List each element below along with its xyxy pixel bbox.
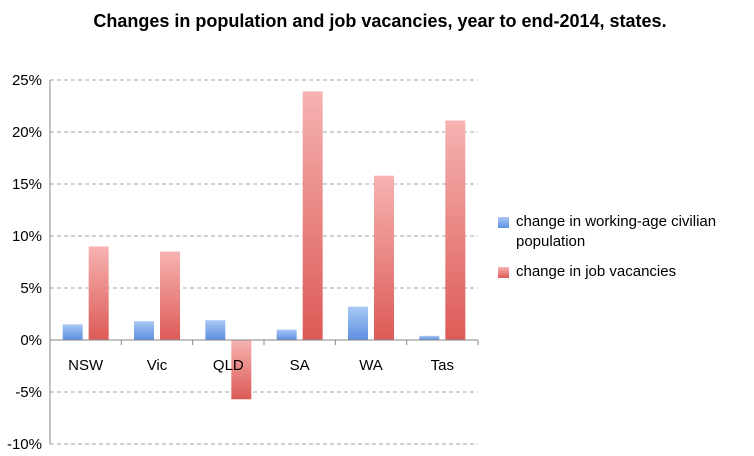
legend-item-population: change in working-age civilian populatio… <box>498 212 754 252</box>
x-tick-label: SA <box>290 357 310 374</box>
bar-vacancies-wa <box>374 175 394 340</box>
bar-population-nsw <box>62 324 83 340</box>
bar-vacancies-vic <box>160 251 180 340</box>
legend-swatch-population <box>498 217 509 228</box>
legend-item-vacancies: change in job vacancies <box>498 262 754 282</box>
bar-population-vic <box>134 321 154 340</box>
y-tick-label: 5% <box>20 280 42 297</box>
legend-label-population: change in working-age civilian populatio… <box>516 213 717 250</box>
tick-labels: -10% -5% 0% 5% 10% 15% 20% 25% NSW Vic QLD SA WA Tas <box>7 72 479 453</box>
x-tick-label: QLD <box>213 357 244 374</box>
y-tick-label: 25% <box>12 72 42 89</box>
y-tick-label: 15% <box>12 176 42 193</box>
bar-vacancies-sa <box>302 91 323 340</box>
legend-swatch-vacancies <box>498 267 509 278</box>
bar-vacancies-nsw <box>88 246 109 340</box>
x-tick-label: WA <box>359 357 383 374</box>
bar-population-qld <box>205 320 226 340</box>
legend-label-vacancies: change in job vacancies <box>516 263 677 280</box>
y-tick-label: 20% <box>12 124 42 141</box>
bar-vacancies-qld <box>231 340 252 400</box>
bar-vacancies-tas <box>445 120 466 340</box>
bar-population-tas <box>419 335 440 340</box>
bar-population-sa <box>276 329 297 340</box>
bar-population-wa <box>348 306 368 340</box>
legend: change in working-age civilian populatio… <box>498 212 754 292</box>
x-tick-label: NSW <box>68 357 104 374</box>
gridlines <box>50 79 478 445</box>
x-tick-label: Tas <box>431 357 454 374</box>
y-tick-label: 10% <box>12 228 42 245</box>
x-tick-label: Vic <box>147 357 168 374</box>
chart-title: Changes in population and job vacancies,… <box>93 11 667 31</box>
y-tick-label: -5% <box>15 384 42 401</box>
y-tick-label: -10% <box>7 436 42 453</box>
y-tick-label: 0% <box>20 332 42 349</box>
bars <box>62 91 466 400</box>
